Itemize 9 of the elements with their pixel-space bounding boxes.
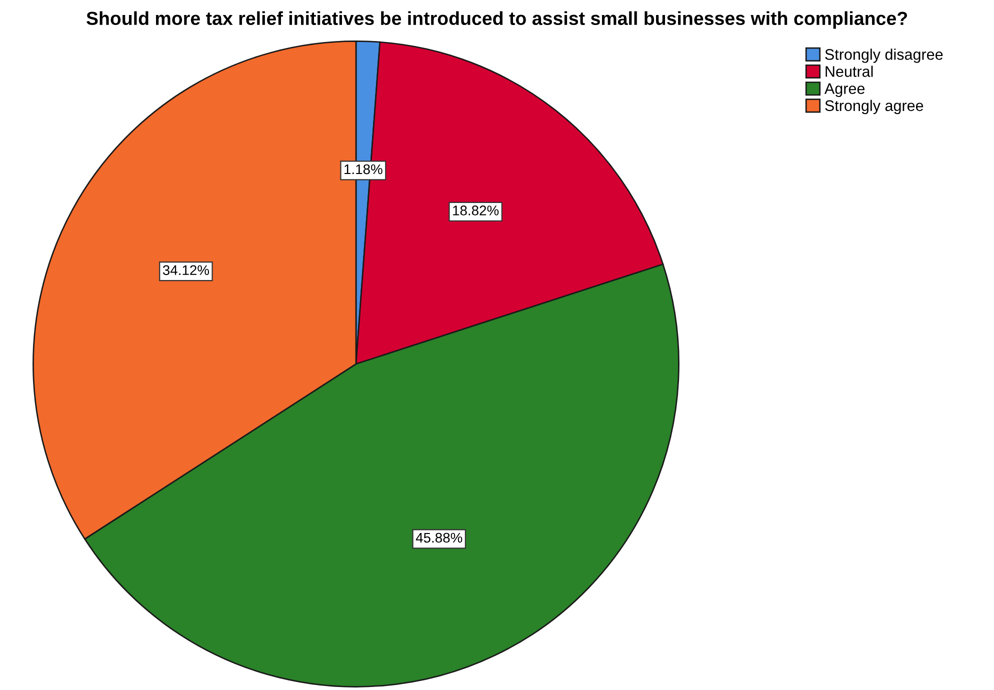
data-label: 1.18% [344, 164, 382, 174]
legend-label: Strongly agree [825, 100, 924, 114]
data-label: 34.12% [162, 265, 209, 276]
legend-label: Strongly disagree [825, 48, 943, 63]
data-label: 45.88% [416, 532, 462, 543]
legend-label: Neutral [826, 66, 873, 77]
chart-title: Should more tax relief initiatives be introduced to assist small businesses with compliance? [86, 11, 907, 29]
data-label: 18.82% [453, 206, 499, 216]
legend-label: Agree [824, 83, 865, 98]
